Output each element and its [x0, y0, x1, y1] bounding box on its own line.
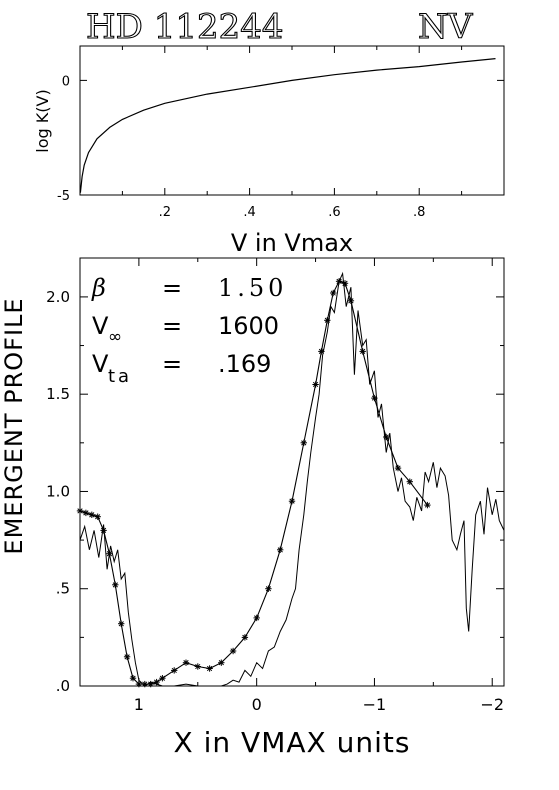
- model-marker: [147, 680, 154, 688]
- model-marker: [194, 663, 201, 670]
- model-marker: [88, 511, 95, 518]
- top-x-tick-label: .4: [243, 205, 255, 220]
- model-marker: [277, 546, 284, 553]
- model-marker: [112, 581, 119, 588]
- model-marker: [241, 634, 249, 641]
- top-series-line: [79, 58, 496, 193]
- model-marker: [406, 478, 413, 485]
- vinf-symbol: V: [92, 312, 109, 340]
- bottom-y-label: EMERGENT PROFILE: [0, 297, 28, 554]
- vta-equals: =: [162, 350, 182, 378]
- model-marker: [253, 614, 260, 622]
- star-name: HD 112244: [86, 7, 284, 47]
- model-marker: [371, 394, 378, 402]
- vta-subscript: ta: [108, 366, 132, 387]
- model-series-line: [79, 280, 428, 685]
- model-marker: [94, 513, 101, 520]
- vinf-equals: =: [162, 312, 182, 340]
- bottom-y-tick-label: .5: [56, 580, 70, 598]
- top-y-label: log K(V): [33, 89, 52, 152]
- model-markers: [76, 278, 431, 688]
- bottom-plot-frame: [79, 257, 505, 687]
- top-x-tick-label: .6: [328, 205, 340, 220]
- model-marker: [335, 278, 343, 285]
- bottom-x-label: X in VMAX units: [174, 726, 411, 759]
- model-marker: [341, 280, 349, 287]
- model-marker: [300, 439, 307, 446]
- model-marker: [123, 653, 131, 660]
- bottom-x-tick-label: 0: [252, 695, 262, 714]
- model-marker: [218, 659, 225, 666]
- model-marker: [153, 678, 160, 686]
- bottom-y-tick-label: 1.5: [46, 385, 70, 403]
- model-marker: [424, 501, 431, 509]
- model-marker: [330, 289, 337, 297]
- bottom-y-tick-label: 2.0: [46, 288, 70, 306]
- vinf-subscript: ∞: [108, 327, 122, 347]
- bottom-x-tick-label: −1: [363, 695, 387, 714]
- model-marker: [359, 348, 366, 355]
- bottom-y-tick-label: .0: [56, 677, 70, 695]
- model-marker: [76, 507, 84, 515]
- model-marker: [118, 620, 125, 627]
- parameter-annotations: β = 1.50 V ∞ = 1600 V ta = .169: [91, 274, 287, 387]
- observed-series-line: [79, 271, 505, 687]
- model-marker: [265, 585, 272, 592]
- model-marker: [288, 498, 296, 505]
- model-marker: [171, 667, 178, 674]
- model-marker: [394, 464, 402, 472]
- model-marker: [383, 433, 390, 441]
- bottom-y-tick-label: 1.0: [46, 482, 70, 500]
- top-plot-frame: [79, 45, 505, 196]
- vta-value: .169: [218, 350, 271, 378]
- model-marker: [206, 665, 213, 672]
- top-x-label: V in Vmax: [231, 229, 353, 257]
- model-marker: [106, 550, 113, 557]
- vta-symbol: V: [92, 350, 109, 378]
- model-marker: [347, 297, 355, 304]
- ion-label: NV: [418, 7, 474, 47]
- model-marker: [100, 527, 107, 534]
- top-panel: .2 .4 .6 .8 -5 0 log K(V) V in Vmax: [33, 45, 505, 257]
- model-marker: [159, 675, 166, 682]
- top-y-tick-label: 0: [62, 74, 70, 89]
- top-x-tick-label: .8: [413, 205, 425, 220]
- bottom-x-tick-label: 1: [134, 695, 144, 714]
- model-marker: [229, 647, 237, 655]
- top-x-tick-label: .2: [159, 205, 171, 220]
- top-y-tick-label: -5: [57, 189, 70, 204]
- model-marker: [324, 317, 331, 324]
- model-marker: [312, 381, 319, 388]
- beta-equals: =: [162, 274, 182, 302]
- model-marker: [141, 680, 148, 688]
- bottom-panel: 1 0 −1 −2 .0 .5 1.0 1.5 2.0 β = 1.50 V ∞ = 1600 …: [0, 257, 505, 759]
- model-marker: [82, 509, 90, 517]
- vinf-value: 1600: [218, 312, 279, 340]
- top-ticks: .2 .4 .6 .8 -5 0: [57, 46, 504, 220]
- beta-value: 1.50: [218, 274, 287, 302]
- model-marker: [135, 680, 143, 688]
- beta-symbol: β: [91, 274, 106, 302]
- model-marker: [318, 348, 325, 355]
- model-marker: [182, 659, 190, 666]
- bottom-x-tick-label: −2: [480, 695, 504, 714]
- model-marker: [129, 675, 137, 682]
